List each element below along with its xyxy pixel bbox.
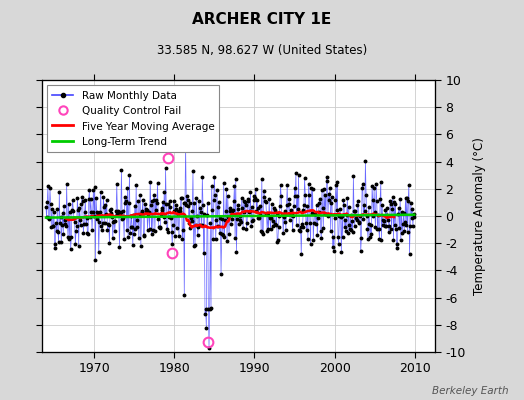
Y-axis label: Temperature Anomaly (°C): Temperature Anomaly (°C) — [473, 137, 486, 295]
Legend: Raw Monthly Data, Quality Control Fail, Five Year Moving Average, Long-Term Tren: Raw Monthly Data, Quality Control Fail, … — [47, 85, 220, 152]
Text: Berkeley Earth: Berkeley Earth — [432, 386, 508, 396]
Text: 33.585 N, 98.627 W (United States): 33.585 N, 98.627 W (United States) — [157, 44, 367, 57]
Text: ARCHER CITY 1E: ARCHER CITY 1E — [192, 12, 332, 27]
